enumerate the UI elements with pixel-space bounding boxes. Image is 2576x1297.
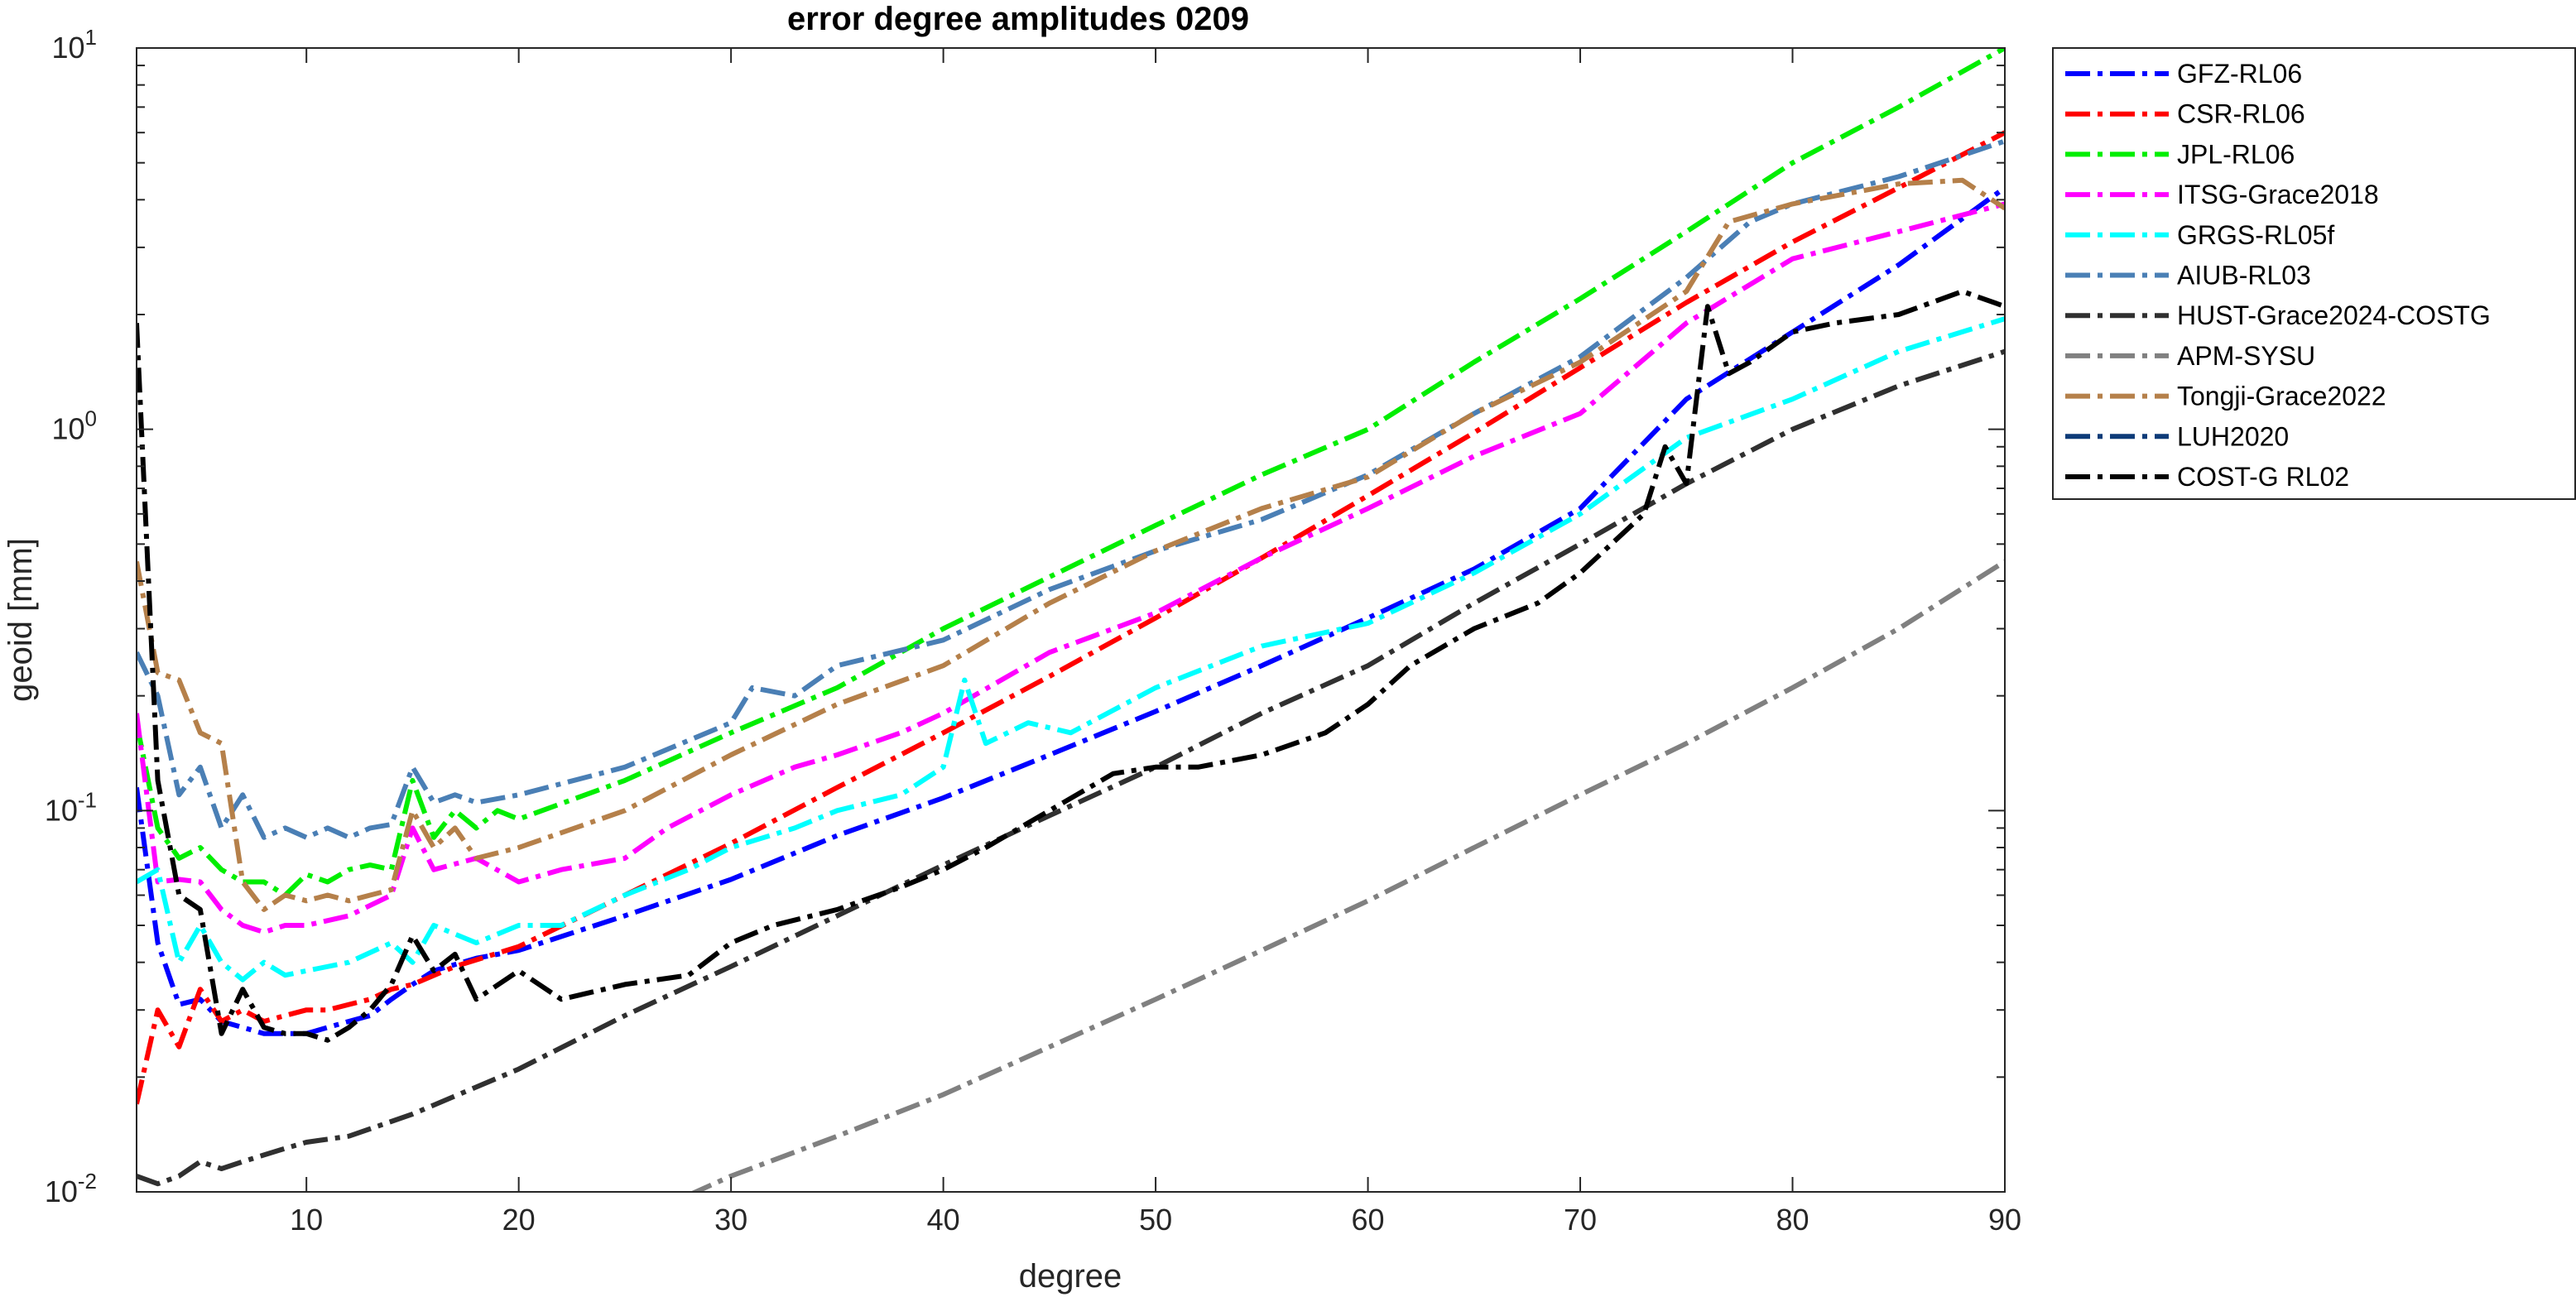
x-tick-label: 30 (714, 1203, 747, 1237)
series-line-hust-grace2024-costg (137, 348, 2005, 1187)
legend-label: GFZ-RL06 (2177, 59, 2302, 89)
legend-label: LUH2020 (2177, 421, 2289, 451)
y-tick-label: 101 (51, 25, 97, 65)
series-line-jpl-rl06 (137, 48, 2005, 898)
legend-label: COST-G RL02 (2177, 462, 2349, 492)
x-tick-label: 90 (1988, 1203, 2021, 1237)
series-line-csr-rl06 (137, 130, 2005, 1105)
series-line-apm-sysu (690, 559, 2005, 1192)
y-tick-label: 10-2 (45, 1169, 97, 1208)
legend-label: GRGS-RL05f (2177, 220, 2334, 250)
x-tick-label: 20 (502, 1203, 536, 1237)
y-axis-label: geoid [mm] (2, 538, 39, 702)
x-tick-label: 10 (290, 1203, 323, 1237)
x-tick-label: 40 (927, 1203, 960, 1237)
legend-box (2052, 47, 2576, 500)
series-line-cost-g-rl02 (137, 289, 2005, 1043)
legend-label: Tongji-Grace2022 (2177, 382, 2386, 411)
legend-label: APM-SYSU (2177, 341, 2315, 371)
x-tick-label: 80 (1776, 1203, 1809, 1237)
legend-label: HUST-Grace2024-COSTG (2177, 300, 2491, 330)
legend-label: JPL-RL06 (2177, 139, 2295, 169)
series-line-grgs-rl05f (137, 316, 2005, 982)
y-tick-label: 10-1 (45, 787, 97, 827)
legend-label: ITSG-Grace2018 (2177, 180, 2379, 209)
legend-label: AIUB-RL03 (2177, 261, 2311, 291)
legend: GFZ-RL06 CSR-RL06 JPL-RL06 ITSG-Grace2018 GR… (2052, 47, 2576, 500)
y-tick-label: 100 (51, 406, 97, 446)
x-tick-label: 50 (1139, 1203, 1172, 1237)
plot-area: 10 20 30 40 50 60 70 80 90 10-2 10-1 100 101 (45, 25, 2021, 1237)
chart-title: error degree amplitudes 0209 (787, 1, 1249, 37)
x-tick-label: 70 (1564, 1203, 1597, 1237)
series-line-tongji-grace2022 (137, 177, 2005, 912)
axes-box (136, 47, 2006, 1193)
series-line-itsg-grace2018 (137, 201, 2005, 935)
legend-label: CSR-RL06 (2177, 99, 2305, 129)
x-axis-label: degree (1019, 1258, 1122, 1295)
axes: 10 20 30 40 50 60 70 80 90 10-2 10-1 100 101 (45, 25, 2021, 1237)
series-group (137, 48, 2005, 1192)
x-tick-label: 60 (1352, 1203, 1385, 1237)
plot-background (137, 48, 2005, 1192)
